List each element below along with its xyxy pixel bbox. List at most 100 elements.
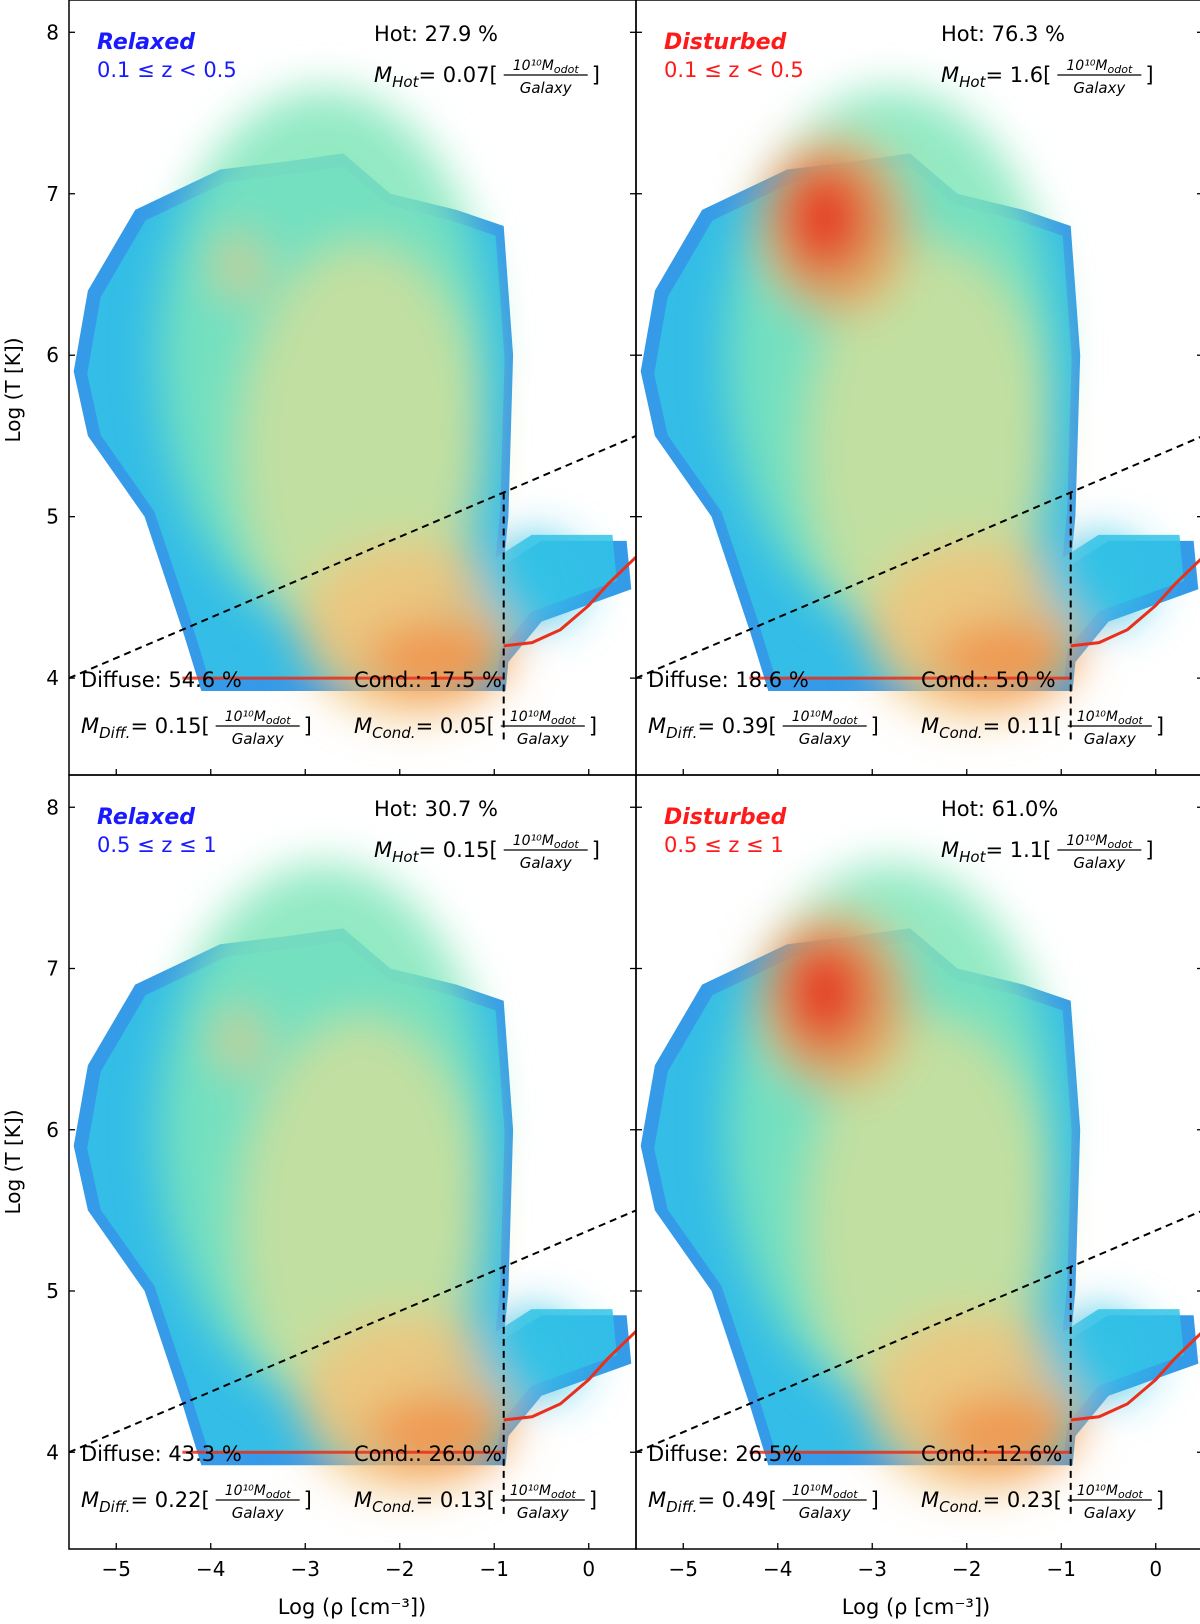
mass-unit-close-bracket: ]	[589, 1488, 597, 1512]
density-blob	[215, 234, 263, 299]
mass-unit-denominator: Galaxy	[1073, 854, 1126, 872]
cond-fraction: Cond.: 5.0 %	[921, 668, 1056, 692]
hot-mass: MHot= 0.15[	[374, 838, 498, 866]
redshift-label: 0.5 ≤ z ≤ 1	[664, 833, 784, 857]
hot-threshold-line	[636, 436, 1200, 680]
mass-unit-close-bracket: ]	[304, 714, 312, 738]
density-blob	[782, 939, 868, 1046]
hot-fraction: Hot: 61.0%	[941, 797, 1058, 821]
y-tick-label: 4	[46, 666, 59, 690]
y-tick-label: 7	[46, 957, 59, 981]
mass-unit-denominator: Galaxy	[232, 730, 285, 748]
density-blob	[782, 164, 868, 272]
heatmap-area	[636, 863, 1200, 1517]
mass-unit-close-bracket: ]	[871, 714, 879, 738]
y-tick-label: 8	[46, 795, 59, 819]
hot-threshold-line	[69, 435, 636, 680]
density-blob	[1047, 1310, 1152, 1401]
heatmap-area	[69, 863, 636, 1517]
mass-unit-close-bracket: ]	[1145, 838, 1153, 862]
hot-mass: MHot= 1.6[	[941, 63, 1051, 91]
hot-mass: MHot= 0.07[	[374, 63, 498, 91]
x-tick-label: −5	[669, 1557, 698, 1581]
panel-top-left: 4 5 6 7 8 Relaxed 0.1 ≤ z < 0.5 Hot: 27.9 % MHot…	[46, 0, 637, 776]
state-label: Disturbed	[664, 805, 787, 830]
y-tick-label: 6	[46, 1118, 59, 1142]
density-blob	[933, 623, 1076, 695]
heatmap-area	[636, 88, 1200, 743]
diffuse-mass: MDiff.= 0.39[	[648, 714, 777, 742]
redshift-label: 0.1 ≤ z < 0.5	[97, 58, 237, 82]
mass-unit-numerator: 10¹⁰Modot	[513, 58, 580, 76]
x-tick-label: 0	[1149, 1557, 1162, 1581]
y-tick-label: 8	[46, 20, 59, 44]
diffuse-fraction: Diffuse: 26.5%	[648, 1442, 802, 1466]
x-tick-label: −1	[1047, 1557, 1076, 1581]
hot-mass: MHot= 1.1[	[941, 838, 1051, 866]
mass-unit-numerator: 10¹⁰Modot	[792, 709, 859, 727]
mass-unit-numerator: 10¹⁰Modot	[1077, 1483, 1144, 1501]
y-axis-label-top: Log (T [K])	[1, 338, 25, 443]
mass-unit-numerator: 10¹⁰Modot	[513, 833, 580, 851]
hot-threshold-line	[636, 1210, 1200, 1454]
hot-threshold-line	[69, 1209, 636, 1454]
x-tick-label: 0	[582, 1557, 595, 1581]
density-blobs	[158, 863, 585, 1493]
density-blob	[1047, 536, 1152, 627]
cond-mass: MCond.= 0.23[	[921, 1488, 1062, 1516]
cond-mass: MCond.= 0.05[	[354, 714, 495, 742]
y-tick-label: 6	[46, 343, 59, 367]
mass-unit-close-bracket: ]	[871, 1488, 879, 1512]
panel-bottom-left: 4 5 6 7 8 −5 −4 −3 −2 −1 0 Relaxed 0.5 ≤ z ≤ 1 Hot: 3…	[46, 774, 637, 1581]
mass-unit-numerator: 10¹⁰Modot	[792, 1483, 859, 1501]
mass-unit-close-bracket: ]	[589, 714, 597, 738]
panel-top-right: Disturbed 0.1 ≤ z < 0.5 Hot: 76.3 % MHot= 1…	[635, 0, 1200, 776]
density-blob	[480, 1310, 585, 1401]
density-blob	[215, 1008, 263, 1074]
density-blobs	[725, 88, 1152, 719]
density-blob	[933, 1397, 1076, 1469]
cond-mass: MCond.= 0.13[	[354, 1488, 495, 1516]
diffuse-fraction: Diffuse: 43.3 %	[81, 1442, 242, 1466]
state-label: Relaxed	[97, 30, 195, 55]
density-blobs	[158, 88, 585, 719]
cond-fraction: Cond.: 12.6%	[921, 1442, 1062, 1466]
cond-fraction: Cond.: 26.0 %	[354, 1442, 502, 1466]
mass-unit-numerator: 10¹⁰Modot	[1066, 58, 1133, 76]
diffuse-mass: MDiff.= 0.15[	[81, 714, 210, 742]
density-blob	[366, 623, 509, 695]
axes-frame	[635, 774, 1200, 1550]
x-axis-label-left: Log (ρ [cm⁻³])	[278, 1595, 426, 1619]
condensed-track	[1070, 557, 1200, 648]
x-tick-label: −3	[291, 1557, 320, 1581]
mass-unit-denominator: Galaxy	[1084, 1504, 1137, 1522]
redshift-label: 0.1 ≤ z < 0.5	[664, 58, 804, 82]
diffuse-fraction: Diffuse: 54.6 %	[81, 668, 242, 692]
mass-unit-denominator: Galaxy	[232, 1504, 285, 1522]
mass-unit-close-bracket: ]	[1156, 1488, 1164, 1512]
mass-unit-numerator: 10¹⁰Modot	[1077, 709, 1144, 727]
y-tick-label: 4	[46, 1440, 59, 1464]
mass-unit-numerator: 10¹⁰Modot	[1066, 833, 1133, 851]
mass-unit-numerator: 10¹⁰Modot	[225, 1483, 292, 1501]
x-axis-label-right: Log (ρ [cm⁻³])	[842, 1595, 990, 1619]
density-blob	[480, 536, 585, 627]
diffuse-mass: MDiff.= 0.49[	[648, 1488, 777, 1516]
panel-bottom-right: −5 −4 −3 −2 −1 0 Disturbed 0.5 ≤ z ≤ 1 Hot: 61.0…	[635, 774, 1200, 1581]
mass-unit-denominator: Galaxy	[1084, 730, 1137, 748]
x-tick-label: −4	[763, 1557, 792, 1581]
x-tick-label: −2	[952, 1557, 981, 1581]
diffuse-mass: MDiff.= 0.22[	[81, 1488, 210, 1516]
mass-unit-close-bracket: ]	[592, 63, 600, 87]
mass-unit-numerator: 10¹⁰Modot	[225, 709, 292, 727]
y-tick-label: 5	[46, 1279, 59, 1303]
diffuse-fraction: Diffuse: 18.6 %	[648, 668, 809, 692]
y-tick-label: 5	[46, 505, 59, 529]
x-tick-label: −1	[480, 1557, 509, 1581]
hot-fraction: Hot: 30.7 %	[374, 797, 498, 821]
x-tick-label: −4	[196, 1557, 225, 1581]
density-blobs	[725, 863, 1152, 1493]
x-tick-label: −2	[385, 1557, 414, 1581]
condensed-track	[1070, 1332, 1200, 1422]
